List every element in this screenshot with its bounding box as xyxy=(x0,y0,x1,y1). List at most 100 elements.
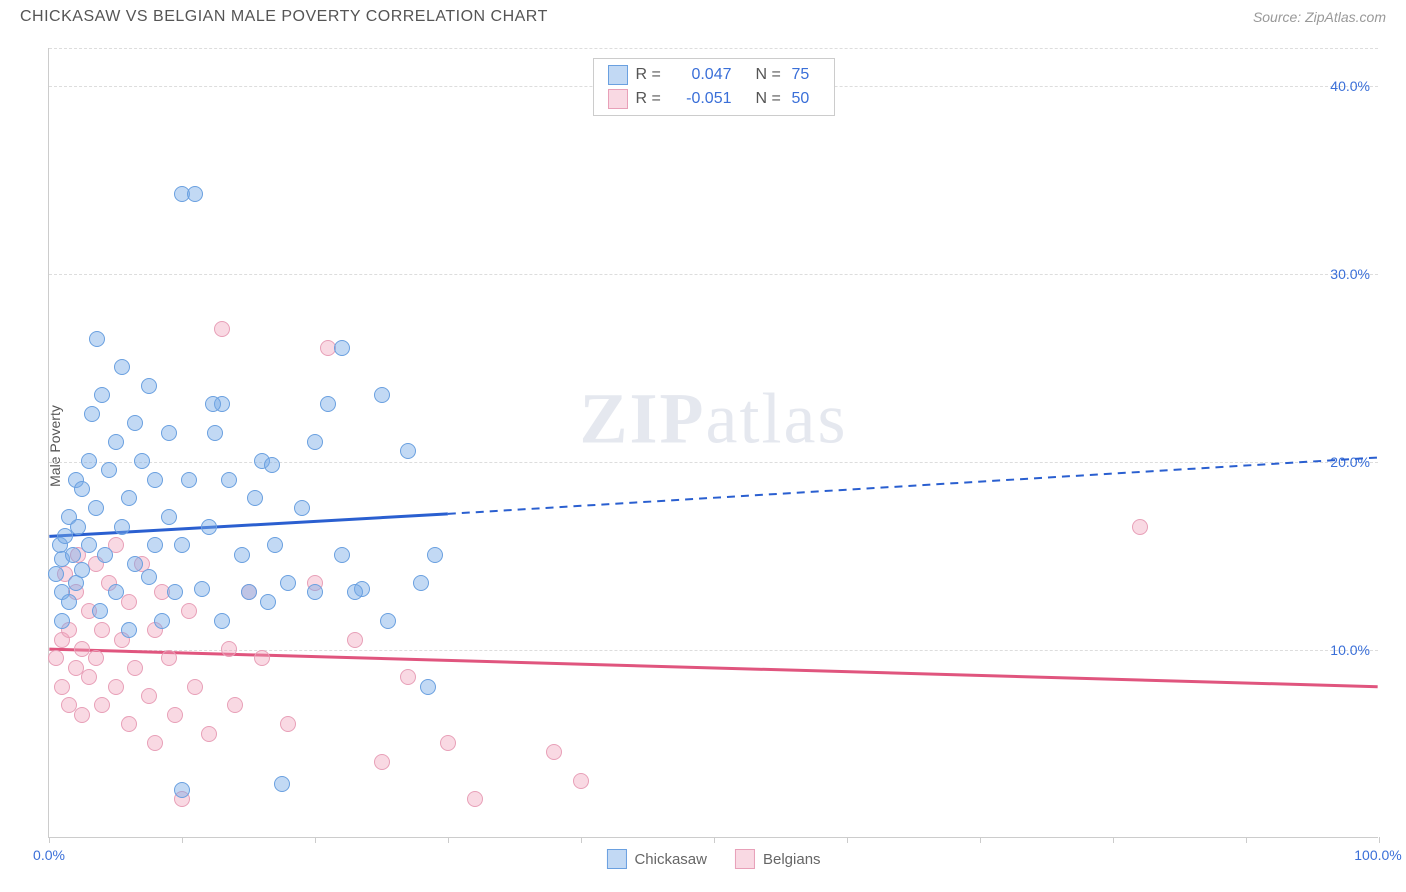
scatter-point-belgians xyxy=(280,716,296,732)
scatter-point-chickasaw xyxy=(48,566,64,582)
scatter-point-chickasaw xyxy=(347,584,363,600)
correlation-legend: R = 0.047 N = 75 R = -0.051 N = 50 xyxy=(593,58,835,116)
x-tick xyxy=(182,837,183,843)
scatter-point-chickasaw xyxy=(307,584,323,600)
trend-lines-svg xyxy=(49,48,1378,837)
series-legend: Chickasaw Belgians xyxy=(606,849,820,869)
legend-label-belgians: Belgians xyxy=(763,851,821,868)
scatter-point-chickasaw xyxy=(81,453,97,469)
scatter-point-chickasaw xyxy=(127,415,143,431)
legend-row-2: R = -0.051 N = 50 xyxy=(608,87,820,111)
r-prefix-2: R = xyxy=(636,90,664,108)
scatter-point-chickasaw xyxy=(247,490,263,506)
scatter-point-belgians xyxy=(48,650,64,666)
scatter-point-chickasaw xyxy=(147,472,163,488)
gridline xyxy=(49,650,1378,651)
r-prefix: R = xyxy=(636,66,664,84)
chart-plot-area: ZIPatlas 10.0%20.0%30.0%40.0% 0.0% 100.0… xyxy=(48,48,1378,838)
scatter-point-chickasaw xyxy=(194,581,210,597)
watermark-text: ZIPatlas xyxy=(580,377,848,460)
scatter-point-chickasaw xyxy=(141,569,157,585)
n-prefix-2: N = xyxy=(756,90,784,108)
scatter-point-chickasaw xyxy=(374,387,390,403)
scatter-point-belgians xyxy=(54,679,70,695)
scatter-point-belgians xyxy=(167,707,183,723)
scatter-point-chickasaw xyxy=(264,457,280,473)
x-tick xyxy=(315,837,316,843)
scatter-point-belgians xyxy=(161,650,177,666)
x-tick xyxy=(49,837,50,843)
scatter-point-chickasaw xyxy=(121,622,137,638)
scatter-point-chickasaw xyxy=(97,547,113,563)
scatter-point-belgians xyxy=(467,791,483,807)
x-tick xyxy=(448,837,449,843)
scatter-point-chickasaw xyxy=(294,500,310,516)
scatter-point-chickasaw xyxy=(121,490,137,506)
scatter-point-belgians xyxy=(214,321,230,337)
scatter-point-chickasaw xyxy=(89,331,105,347)
scatter-point-chickasaw xyxy=(400,443,416,459)
scatter-point-belgians xyxy=(108,679,124,695)
scatter-point-chickasaw xyxy=(114,359,130,375)
scatter-point-chickasaw xyxy=(307,434,323,450)
scatter-point-belgians xyxy=(187,679,203,695)
scatter-point-belgians xyxy=(88,650,104,666)
scatter-point-belgians xyxy=(1132,519,1148,535)
scatter-point-chickasaw xyxy=(147,537,163,553)
scatter-point-chickasaw xyxy=(221,472,237,488)
gridline xyxy=(49,462,1378,463)
legend-swatch-belgians xyxy=(608,89,628,109)
scatter-point-chickasaw xyxy=(92,603,108,619)
source-text: Source: ZipAtlas.com xyxy=(1253,9,1386,25)
scatter-point-chickasaw xyxy=(205,396,221,412)
x-axis-max-label: 100.0% xyxy=(1354,847,1401,863)
scatter-point-belgians xyxy=(121,716,137,732)
scatter-point-chickasaw xyxy=(108,584,124,600)
scatter-point-chickasaw xyxy=(427,547,443,563)
scatter-point-chickasaw xyxy=(65,547,81,563)
scatter-point-chickasaw xyxy=(70,519,86,535)
x-tick xyxy=(980,837,981,843)
scatter-point-chickasaw xyxy=(154,613,170,629)
scatter-point-chickasaw xyxy=(141,378,157,394)
swatch-chickasaw-icon xyxy=(606,849,626,869)
scatter-point-chickasaw xyxy=(101,462,117,478)
scatter-point-chickasaw xyxy=(161,509,177,525)
scatter-point-chickasaw xyxy=(74,481,90,497)
x-tick xyxy=(1113,837,1114,843)
scatter-point-belgians xyxy=(94,622,110,638)
scatter-point-belgians xyxy=(94,697,110,713)
x-axis-min-label: 0.0% xyxy=(33,847,65,863)
scatter-point-chickasaw xyxy=(201,519,217,535)
scatter-point-belgians xyxy=(141,688,157,704)
n-value-2: 50 xyxy=(792,90,820,108)
scatter-point-chickasaw xyxy=(81,537,97,553)
chart-title: CHICKASAW VS BELGIAN MALE POVERTY CORREL… xyxy=(20,8,548,26)
scatter-point-chickasaw xyxy=(234,547,250,563)
r-value-2: -0.051 xyxy=(672,90,732,108)
y-tick-label: 20.0% xyxy=(1330,454,1370,470)
scatter-point-belgians xyxy=(374,754,390,770)
scatter-point-belgians xyxy=(121,594,137,610)
scatter-point-chickasaw xyxy=(174,537,190,553)
legend-item-chickasaw: Chickasaw xyxy=(606,849,707,869)
x-tick xyxy=(1379,837,1380,843)
chart-header: CHICKASAW VS BELGIAN MALE POVERTY CORREL… xyxy=(0,0,1406,26)
r-value-1: 0.047 xyxy=(672,66,732,84)
scatter-point-belgians xyxy=(127,660,143,676)
scatter-point-belgians xyxy=(440,735,456,751)
scatter-point-chickasaw xyxy=(74,562,90,578)
scatter-point-chickasaw xyxy=(207,425,223,441)
scatter-point-chickasaw xyxy=(161,425,177,441)
scatter-point-chickasaw xyxy=(420,679,436,695)
scatter-point-chickasaw xyxy=(181,472,197,488)
scatter-point-belgians xyxy=(347,632,363,648)
watermark-bold: ZIP xyxy=(580,378,706,458)
scatter-point-belgians xyxy=(400,669,416,685)
n-prefix: N = xyxy=(756,66,784,84)
n-value-1: 75 xyxy=(792,66,820,84)
scatter-point-chickasaw xyxy=(334,547,350,563)
scatter-point-chickasaw xyxy=(114,519,130,535)
scatter-point-chickasaw xyxy=(241,584,257,600)
scatter-point-belgians xyxy=(221,641,237,657)
